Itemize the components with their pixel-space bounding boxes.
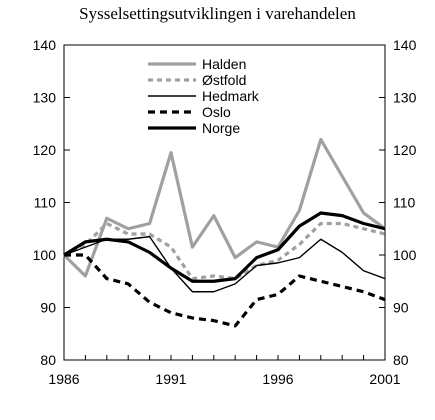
- y-tick-label-left: 90: [40, 300, 56, 316]
- y-tick-label-left: 110: [34, 195, 57, 211]
- legend-label: Norge: [202, 120, 240, 136]
- y-tick-label-right: 110: [393, 195, 416, 211]
- y-tick-label-right: 90: [393, 300, 409, 316]
- legend-label: Østfold: [202, 72, 246, 88]
- series-line-norge: [63, 211, 386, 283]
- y-tick-label-right: 130: [393, 90, 417, 106]
- y-tick-label-left: 80: [40, 352, 56, 368]
- legend-label: Hedmark: [202, 88, 260, 104]
- legend-label: Oslo: [202, 104, 231, 120]
- chart-title: Sysselsettingsutviklingen i varehandelen: [79, 4, 356, 23]
- x-tick-label: 1996: [262, 371, 293, 387]
- y-tick-label-left: 100: [33, 247, 57, 263]
- series-line--stfold: [63, 221, 386, 281]
- y-tick-label-left: 130: [33, 90, 57, 106]
- x-tick-label: 1991: [155, 371, 186, 387]
- y-tick-label-left: 120: [33, 142, 57, 158]
- x-tick-label: 2001: [369, 371, 400, 387]
- y-tick-label-right: 140: [393, 37, 417, 53]
- y-tick-label-right: 80: [393, 352, 409, 368]
- series-line-halden: [62, 137, 386, 278]
- y-tick-label-left: 140: [33, 37, 57, 53]
- x-tick-label: 1986: [48, 371, 79, 387]
- y-tick-label-right: 100: [393, 247, 417, 263]
- y-tick-label-right: 120: [393, 142, 417, 158]
- series-line-hedmark: [63, 235, 386, 293]
- legend-label: Halden: [202, 56, 246, 72]
- series-line-oslo: [64, 253, 386, 328]
